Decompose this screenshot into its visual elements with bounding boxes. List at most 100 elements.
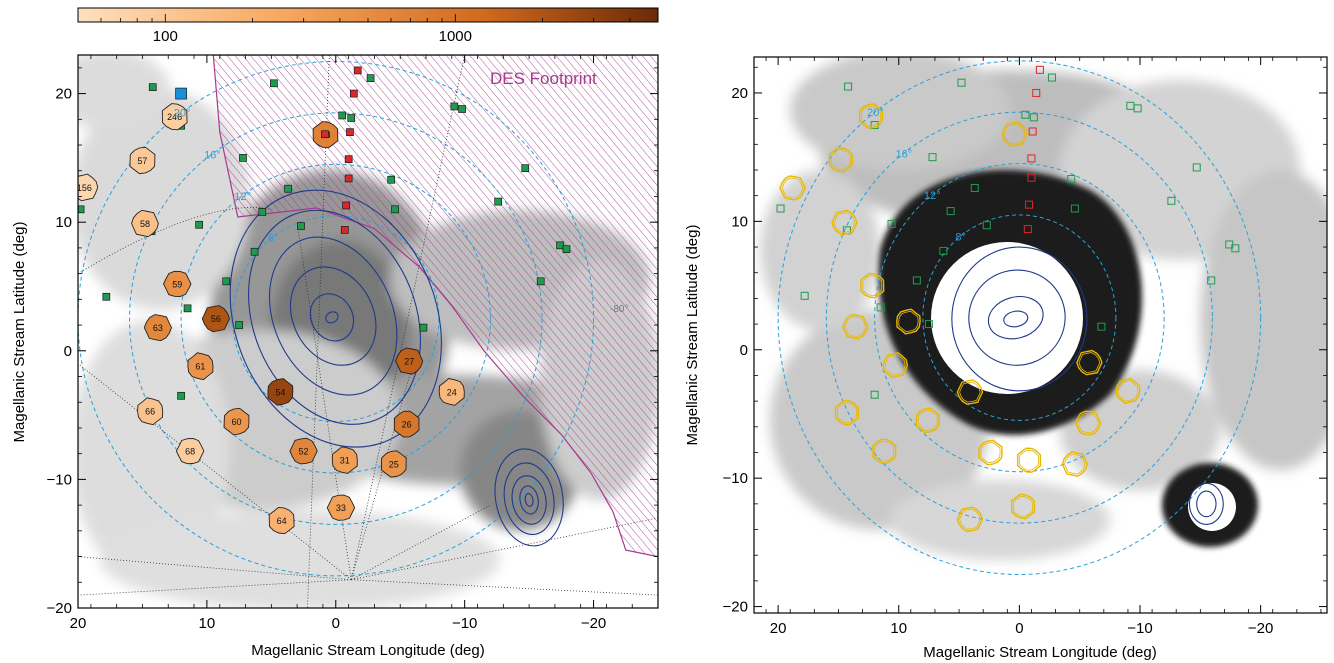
left-green-marker (458, 105, 466, 113)
left-dotted-line (350, 55, 466, 580)
right-map-panel: 8° 12° 16° 20° 20 10 0 −10 −20 −20 −10 0 10 20 Magel… (684, 56, 1328, 661)
right-green-marker (1047, 73, 1056, 82)
left-green-marker (387, 175, 396, 184)
left-dotted-line (351, 504, 491, 581)
left-field-marker (393, 410, 420, 438)
right-y-tick-label: 0 (740, 342, 748, 359)
left-y-tick-label: 20 (55, 86, 72, 103)
left-field-label: 54 (275, 387, 285, 397)
right-field-outline (831, 209, 858, 236)
left-red-marker (321, 130, 329, 139)
right-field-outline (1076, 349, 1103, 376)
right-field-outline (896, 308, 921, 335)
left-dotted-line (78, 556, 352, 581)
left-contour (289, 266, 377, 366)
left-green-marker (195, 220, 204, 229)
left-green-marker (347, 114, 356, 122)
left-y-tick-label: −10 (47, 471, 72, 488)
right-ring-label: 20° (867, 107, 884, 119)
left-contour (309, 293, 355, 342)
left-red-marker (342, 201, 350, 210)
right-plot-frame (753, 56, 1328, 614)
right-field-outline (842, 313, 869, 340)
left-field-label: 156 (77, 183, 92, 193)
left-contour (248, 209, 421, 425)
left-field-marker (223, 407, 250, 436)
left-density-contours (229, 189, 564, 547)
left-field-label: 61 (195, 362, 205, 372)
right-field-outline-inner (1004, 123, 1026, 145)
right-field-outline (860, 272, 885, 299)
left-ring-label: 12° (234, 191, 251, 203)
right-y-tick-label: 10 (731, 213, 748, 230)
left-field-label: 26 (402, 420, 412, 430)
left-contour (524, 493, 534, 507)
right-contour (951, 246, 1088, 392)
left-green-marker (338, 111, 347, 120)
left-field-label: 246 (167, 112, 182, 122)
left-ring-label: 8° (268, 232, 279, 244)
left-field-marker (326, 494, 356, 521)
right-green-markers (776, 73, 1240, 399)
left-y-tick-label: −20 (47, 600, 72, 617)
left-field-label: 68 (185, 447, 195, 457)
left-field-label: 60 (232, 417, 242, 427)
right-field-outline (1115, 377, 1141, 405)
colorbar-ticks: 100 1000 (77, 14, 659, 45)
right-field-outline-inner (1077, 412, 1100, 434)
left-dotted-line (78, 363, 352, 581)
left-field-marker (143, 314, 172, 342)
left-ring-labels: 8° 12° 16° 20° (174, 108, 279, 245)
left-field-marker (161, 103, 188, 131)
left-field-label: 66 (145, 407, 155, 417)
right-ring (777, 60, 1262, 575)
left-blue-marker (175, 87, 187, 100)
right-red-marker (1025, 200, 1034, 209)
left-green-marker (222, 277, 231, 286)
right-field-outline-inner (844, 316, 867, 338)
left-green-marker (366, 74, 375, 82)
left-red-marker (346, 128, 354, 137)
right-field-outline (828, 146, 854, 173)
left-green-marker (235, 321, 243, 329)
left-contour (519, 485, 539, 515)
right-field-outline (872, 438, 897, 464)
left-x-tick-label: 10 (199, 615, 216, 632)
right-y-tick-label: −20 (723, 599, 748, 616)
residual-background (760, 57, 1327, 560)
left-x-axis-label: Magellanic Stream Longitude (deg) (251, 642, 484, 659)
left-green-marker (556, 241, 564, 250)
right-field-outline-inner (959, 508, 981, 530)
right-contour (1188, 482, 1224, 525)
right-ring (874, 163, 1165, 473)
right-y-axis-label: Magellanic Stream Latitude (deg) (684, 225, 701, 446)
right-field-outline (834, 399, 860, 426)
left-field-label: 27 (404, 357, 414, 367)
right-field-outline (978, 439, 1003, 466)
right-field-outline (1074, 410, 1102, 436)
left-green-marker (177, 391, 185, 400)
right-green-marker (1167, 196, 1176, 205)
right-field-outline-inner (884, 354, 906, 376)
right-field-outline-inner (862, 275, 883, 297)
left-field-markers: 2465715658185956636154272466602668523125… (77, 103, 465, 535)
left-contour (503, 462, 555, 535)
left-red-marker (340, 226, 349, 234)
right-field-outline-inner (860, 105, 882, 127)
right-green-marker (876, 303, 885, 312)
right-green-marker (1067, 174, 1076, 183)
right-density-contours (951, 246, 1224, 525)
right-x-tick-label: 0 (1015, 620, 1023, 637)
left-axes: 20 10 0 −10 −20 −20 −10 0 10 20 (47, 55, 659, 632)
left-field-label: 57 (137, 156, 147, 166)
left-contour (268, 236, 398, 396)
left-map-panel: 2465715658185956636154272466602668523125… (11, 7, 659, 659)
right-green-marker (1070, 204, 1079, 213)
right-field-outline-inner (781, 177, 804, 199)
left-green-marker (297, 222, 305, 230)
right-field-outline (779, 175, 806, 201)
left-green-marker (239, 154, 247, 162)
left-ring (129, 112, 543, 525)
left-contour (511, 475, 547, 525)
